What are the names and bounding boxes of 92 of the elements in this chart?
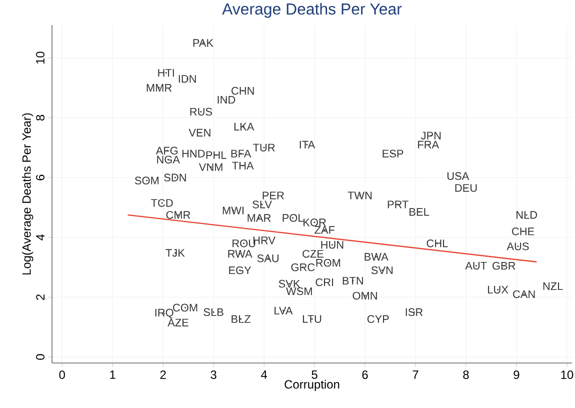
data-label: SOM xyxy=(134,176,158,184)
data-label: SAU xyxy=(257,254,278,262)
data-label: AUS xyxy=(506,242,529,250)
data-label: USA xyxy=(447,172,470,180)
data-label: BWA xyxy=(364,253,388,261)
data-label: ISR xyxy=(406,308,423,316)
data-label: WSM xyxy=(286,287,312,296)
data-label: IDN xyxy=(178,75,196,83)
x-tick-label: 7 xyxy=(412,370,418,379)
data-label: AUT xyxy=(465,262,487,270)
data-label: PAK xyxy=(193,39,214,47)
data-label: HUN xyxy=(321,241,344,249)
data-label: CZE xyxy=(302,250,324,258)
data-label: CAN xyxy=(513,290,535,298)
y-tick-label: 8 xyxy=(36,114,44,121)
data-label: ESP xyxy=(382,150,404,158)
y-tick-label: 10 xyxy=(36,52,44,64)
data-label: CMR xyxy=(166,211,190,219)
data-label: BLZ xyxy=(232,315,251,323)
data-label: CHN xyxy=(232,86,254,95)
data-label: LUX xyxy=(488,286,508,294)
x-tick-label: 5 xyxy=(312,370,318,379)
data-label: COM xyxy=(173,304,198,312)
data-label: ZAF xyxy=(314,226,335,234)
data-label: ITA xyxy=(300,140,316,148)
data-label: IND xyxy=(218,96,236,104)
x-tick-label: 8 xyxy=(463,370,469,379)
data-label: DEU xyxy=(455,184,477,192)
data-label: ROM xyxy=(316,258,340,267)
data-label: HTI xyxy=(158,69,174,77)
x-tick-label: 10 xyxy=(561,370,574,379)
x-tick-label: 6 xyxy=(362,370,368,379)
data-label: RWA xyxy=(228,250,252,258)
y-axis-title: Log(Average Deaths Per Year) xyxy=(22,113,34,274)
data-label: CHL xyxy=(426,239,448,248)
data-label: SLV xyxy=(252,200,272,208)
x-tick-label: 2 xyxy=(160,370,166,379)
data-label: LTU xyxy=(302,315,322,323)
data-label: BTN xyxy=(342,276,363,285)
data-label: RUS xyxy=(190,108,212,116)
data-label: SLB xyxy=(204,308,224,316)
data-label: SVK xyxy=(278,280,300,288)
data-label: OMN xyxy=(352,292,377,300)
data-label: PER xyxy=(262,192,284,200)
x-tick-label: 9 xyxy=(514,370,520,379)
data-label: NGA xyxy=(157,156,180,164)
data-label: HRV xyxy=(253,236,276,244)
data-label: BEL xyxy=(410,208,430,216)
data-label: POL xyxy=(282,214,304,222)
data-label: TUR xyxy=(253,144,275,152)
data-label: NLD xyxy=(516,211,538,219)
data-label: NZL xyxy=(543,282,563,290)
y-tick-label: 4 xyxy=(36,234,44,240)
data-label: AZE xyxy=(168,318,188,326)
data-label: KOR xyxy=(304,218,326,226)
data-label: SDN xyxy=(164,174,186,182)
data-label: AFG xyxy=(156,146,178,155)
data-label: FRA xyxy=(418,140,440,148)
x-tick-label: 0 xyxy=(59,370,65,379)
data-label: CYP xyxy=(367,315,389,323)
data-label: THA xyxy=(232,162,254,170)
data-label: HND xyxy=(182,150,205,158)
data-label: ROU xyxy=(232,239,256,248)
y-tick-label: 0 xyxy=(36,354,44,360)
data-label: LKA xyxy=(234,122,254,130)
data-label: JPN xyxy=(420,132,441,140)
chart-title: Average Deaths Per Year xyxy=(222,2,402,18)
data-label: BFA xyxy=(231,150,252,158)
data-label: PHL xyxy=(206,151,226,159)
data-label: VNM xyxy=(198,163,222,171)
x-axis-title: Corruption xyxy=(284,380,340,391)
data-label: MMR xyxy=(146,84,172,92)
data-label: GBR xyxy=(492,262,516,270)
data-label: GRC xyxy=(291,263,315,272)
data-label: VEN xyxy=(188,128,210,136)
data-label: MWI xyxy=(222,206,244,214)
data-label: SVN xyxy=(371,266,393,274)
x-tick-label: 4 xyxy=(261,370,268,379)
data-label: TWN xyxy=(348,192,372,200)
data-label: TCD xyxy=(151,199,173,207)
y-tick-label: 6 xyxy=(36,174,44,180)
data-label: PRT xyxy=(388,200,408,208)
x-tick-label: 3 xyxy=(210,370,216,379)
y-tick-label: 2 xyxy=(36,294,44,300)
data-label: MAR xyxy=(248,214,271,222)
data-label: LVA xyxy=(274,306,293,314)
data-label: TJK xyxy=(166,249,185,257)
x-tick-label: 1 xyxy=(110,370,116,379)
data-label: EGY xyxy=(229,266,252,274)
data-label: CRI xyxy=(316,278,334,286)
data-label: IRQ xyxy=(155,308,174,318)
data-label: CHE xyxy=(512,228,534,236)
